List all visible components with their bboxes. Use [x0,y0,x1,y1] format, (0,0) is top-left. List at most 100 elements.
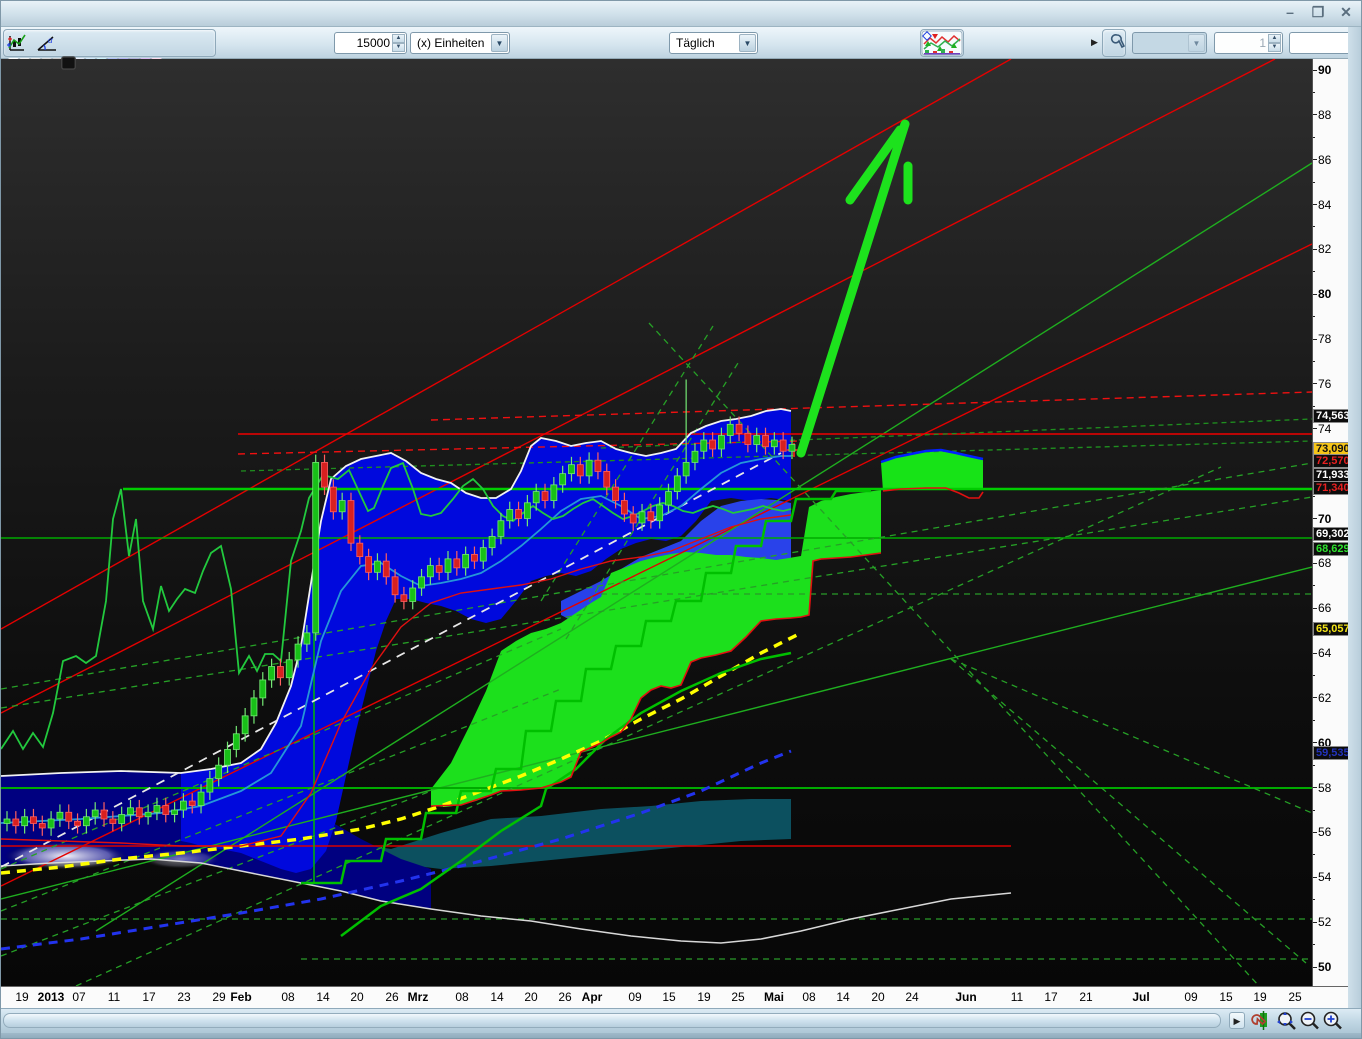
candle-up [656,504,664,522]
candle-down [515,509,522,519]
time-axis[interactable]: 19 2013 07 11 17 23 29 Feb 08 14 20 26 Mrz 08 14 20 26 Ap… [1,986,1348,1008]
y-axis-label: 88 [1318,107,1332,122]
restore-button[interactable]: ❐ [1311,4,1325,20]
chevron-down-icon: ▼ [1188,34,1205,52]
candle-up [294,643,302,661]
drawn-arrow-wing-left [845,125,905,205]
zoom-out-icon[interactable] [1298,1010,1321,1032]
palette-color[interactable] [61,56,76,70]
candle-up [232,733,240,750]
chevron-down-icon[interactable]: ▼ [491,34,508,52]
trendline-red-3 [1,243,1312,887]
close-button[interactable]: ✕ [1340,4,1352,20]
y-tick [1313,674,1315,676]
ma-yellow-dash [1,631,802,875]
y-tick [1313,854,1315,856]
y-tick [1313,136,1315,138]
candle-down [709,439,716,450]
candle-up [91,809,99,818]
kumo-green-cloud [431,490,881,807]
y-tick [1313,338,1317,340]
scroll-right-button[interactable]: ▶ [1229,1012,1245,1029]
zoom-fit-icon[interactable] [1275,1010,1298,1032]
candle-up [215,764,223,780]
y-tick [1313,271,1315,273]
right-spinner[interactable]: 1 ▲ ▼ [1214,32,1283,54]
x-axis-label: 08 [455,990,469,1004]
chevron-down-icon[interactable]: ▼ [739,34,756,52]
x-axis-label: 25 [731,990,745,1004]
right-spinner-value: 1 [1259,36,1266,50]
zoom-in-icon[interactable] [1321,1010,1344,1032]
y-tick [1313,428,1317,430]
candle-up [788,444,796,452]
candle-down [65,811,73,822]
horizontal-scrollbar[interactable] [3,1013,1221,1028]
kumo-future-green-plateau [881,451,983,491]
candle-up [56,811,64,820]
y-tick [1313,383,1317,385]
settings-button[interactable] [1102,29,1126,57]
y-tick [1313,114,1317,116]
right-text-field[interactable] [1289,32,1357,54]
chart-type-button[interactable] [920,29,964,57]
dash-green-a1 [1,462,1312,690]
candle-up [665,491,672,506]
kijun-green-stair1 [301,489,871,885]
y-tick [1313,316,1315,318]
candle-down [744,432,752,445]
candle-up [497,520,505,537]
candle-up [444,558,452,573]
x-axis-label: 14 [490,990,504,1004]
x-axis-label: 11 [107,990,121,1004]
chart-settings-icon[interactable] [1251,1010,1274,1032]
x-axis-label: 19 [15,990,29,1004]
price-label: 68,629 [1313,542,1353,557]
y-tick [1313,876,1317,878]
y-tick [1313,899,1315,901]
green-cloud-red-border [430,552,882,807]
indicator-chart-icon[interactable] [5,32,29,54]
units-spinner[interactable]: 15000 ▲ ▼ [334,32,407,54]
title-bar[interactable]: – ❐ ✕ [1,1,1361,27]
expand-arrow-icon[interactable]: ▶ [1091,37,1098,47]
drawn-arrow-shaft [796,119,910,458]
y-tick [1313,944,1315,946]
candle-down [594,459,602,472]
chart-svg [1,59,1312,986]
candle-up [726,423,734,436]
chart-canvas[interactable] [1,59,1312,986]
candle-up [127,807,134,815]
x-axis-label: 19 [1253,990,1267,1004]
price-axis[interactable]: 9088868482807876747270686664626058565452… [1312,59,1348,986]
angle-tool-icon[interactable]: α [35,32,59,54]
units-dropdown[interactable]: (x) Einheiten ▼ [410,32,510,54]
y-tick [1313,293,1317,295]
kijun-green-stair2 [340,651,792,937]
period-dropdown[interactable]: Täglich ▼ [669,32,758,54]
candle-up [374,560,381,573]
y-tick [1313,226,1315,228]
x-axis-label: 08 [281,990,295,1004]
units-spinner-arrows[interactable]: ▲ ▼ [392,34,405,52]
right-dropdown-disabled: ▼ [1132,32,1207,54]
y-tick [1313,405,1315,407]
candle-down [453,558,461,569]
candle-up [82,816,90,827]
candle-up [550,484,558,501]
trendline-red-1 [1,59,1012,630]
candle-up [250,697,258,717]
x-axis-label: 09 [628,990,642,1004]
minimize-button[interactable]: – [1286,4,1294,20]
kumo-blue-cloud [181,409,791,873]
candle-down [603,471,611,488]
ma-red [1,514,792,847]
dash-red-1 [430,391,1312,421]
candle-down [621,500,628,515]
units-value: 15000 [356,36,390,50]
candle-up [409,587,417,602]
x-axis-label: Mai [763,990,785,1004]
price-label: 65,057 [1313,622,1353,637]
y-tick [1313,248,1317,250]
x-axis-label: 23 [177,990,191,1004]
